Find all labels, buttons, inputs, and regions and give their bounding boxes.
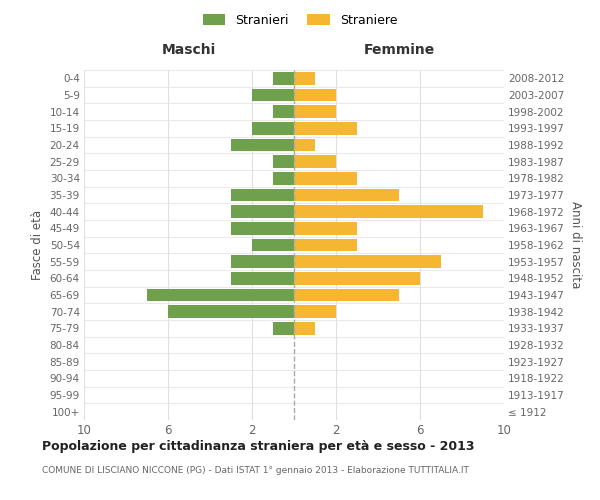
Bar bbox=[294, 322, 315, 334]
Bar bbox=[294, 89, 336, 101]
Bar bbox=[231, 272, 294, 284]
Bar bbox=[252, 89, 294, 101]
Bar bbox=[294, 106, 336, 118]
Bar bbox=[294, 172, 357, 184]
Bar bbox=[168, 306, 294, 318]
Bar bbox=[294, 188, 399, 201]
Bar bbox=[294, 206, 483, 218]
Bar bbox=[294, 239, 357, 251]
Bar bbox=[294, 72, 315, 85]
Bar bbox=[252, 239, 294, 251]
Bar bbox=[294, 138, 315, 151]
Bar bbox=[273, 322, 294, 334]
Legend: Stranieri, Straniere: Stranieri, Straniere bbox=[197, 8, 403, 32]
Bar bbox=[231, 188, 294, 201]
Bar bbox=[231, 206, 294, 218]
Bar bbox=[294, 272, 420, 284]
Bar bbox=[294, 306, 336, 318]
Text: Popolazione per cittadinanza straniera per età e sesso - 2013: Popolazione per cittadinanza straniera p… bbox=[42, 440, 475, 453]
Bar bbox=[294, 256, 441, 268]
Y-axis label: Anni di nascita: Anni di nascita bbox=[569, 202, 581, 288]
Bar bbox=[294, 222, 357, 234]
Bar bbox=[294, 289, 399, 301]
Bar bbox=[273, 172, 294, 184]
Bar bbox=[252, 122, 294, 134]
Text: Maschi: Maschi bbox=[162, 42, 216, 56]
Bar bbox=[147, 289, 294, 301]
Bar bbox=[231, 222, 294, 234]
Bar bbox=[294, 156, 336, 168]
Text: COMUNE DI LISCIANO NICCONE (PG) - Dati ISTAT 1° gennaio 2013 - Elaborazione TUTT: COMUNE DI LISCIANO NICCONE (PG) - Dati I… bbox=[42, 466, 469, 475]
Bar bbox=[231, 138, 294, 151]
Bar bbox=[273, 156, 294, 168]
Y-axis label: Fasce di età: Fasce di età bbox=[31, 210, 44, 280]
Bar bbox=[273, 72, 294, 85]
Text: Femmine: Femmine bbox=[364, 42, 434, 56]
Bar bbox=[273, 106, 294, 118]
Bar bbox=[294, 122, 357, 134]
Bar bbox=[231, 256, 294, 268]
